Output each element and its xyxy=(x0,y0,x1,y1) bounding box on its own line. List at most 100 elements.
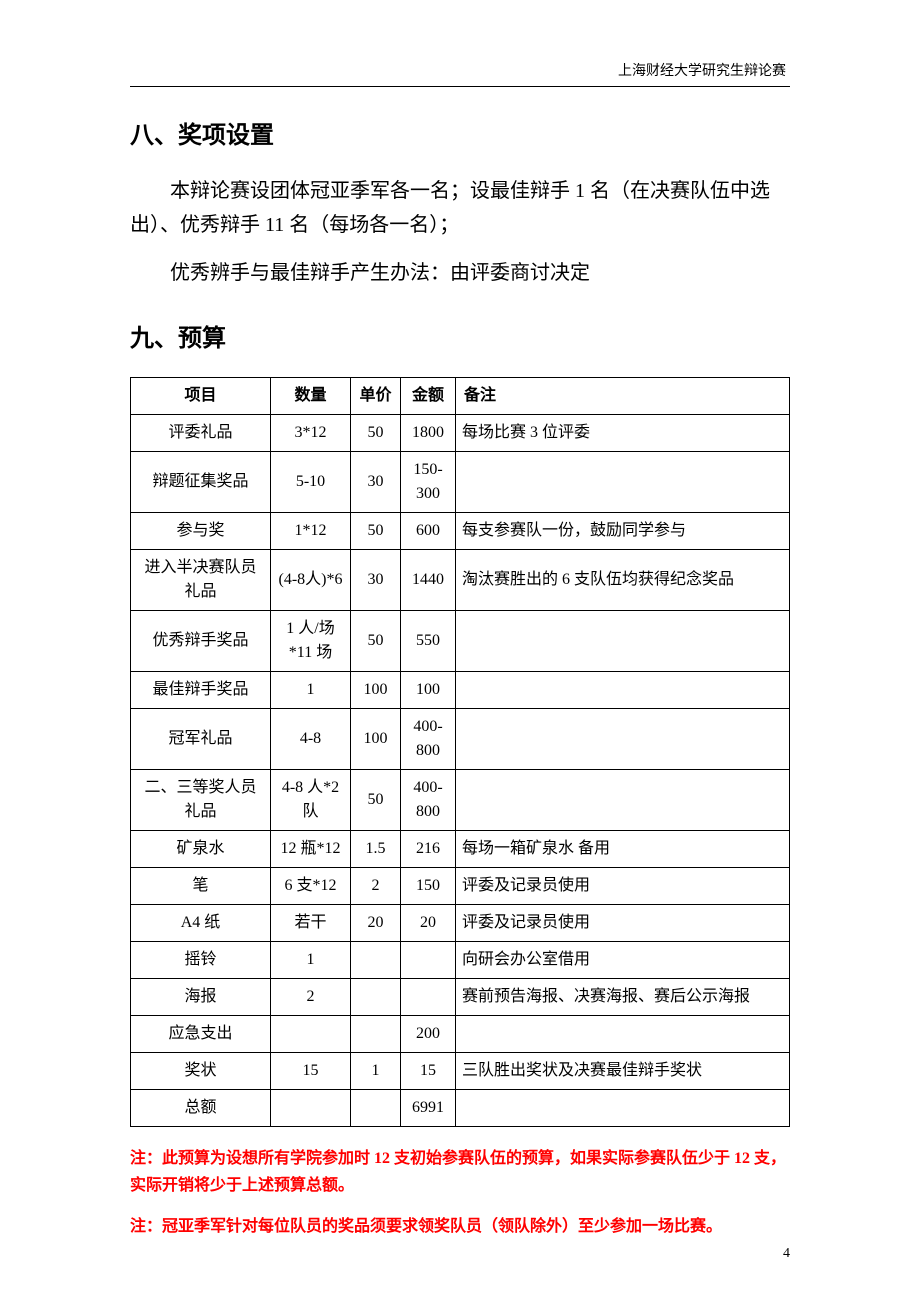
table-cell xyxy=(456,1090,790,1127)
table-row: 最佳辩手奖品1100100 xyxy=(131,672,790,709)
table-cell: 4-8 xyxy=(271,709,351,770)
table-cell: 200 xyxy=(401,1016,456,1053)
table-cell xyxy=(456,1016,790,1053)
table-row: 应急支出 200 xyxy=(131,1016,790,1053)
table-cell: 4-8 人*2队 xyxy=(271,770,351,831)
table-cell: 400-800 xyxy=(401,770,456,831)
table-row: 摇铃1 向研会办公室借用 xyxy=(131,942,790,979)
table-cell xyxy=(401,979,456,1016)
table-cell: 30 xyxy=(351,550,401,611)
table-cell: 3*12 xyxy=(271,415,351,452)
table-cell: 矿泉水 xyxy=(131,831,271,868)
table-cell: 100 xyxy=(351,709,401,770)
table-cell: 评委及记录员使用 xyxy=(456,868,790,905)
table-cell: 15 xyxy=(401,1053,456,1090)
table-cell: 1 xyxy=(351,1053,401,1090)
table-cell: 若干 xyxy=(271,905,351,942)
table-cell: 2 xyxy=(271,979,351,1016)
table-cell xyxy=(456,452,790,513)
table-row: 矿泉水12 瓶*121.5216每场一箱矿泉水 备用 xyxy=(131,831,790,868)
table-row: 奖状15115三队胜出奖状及决赛最佳辩手奖状 xyxy=(131,1053,790,1090)
table-row: 海报2 赛前预告海报、决赛海报、赛后公示海报 xyxy=(131,979,790,1016)
page-number: 4 xyxy=(783,1246,790,1262)
table-cell xyxy=(456,672,790,709)
table-row: 参与奖1*1250600每支参赛队一份，鼓励同学参与 xyxy=(131,513,790,550)
table-row: A4 纸若干2020评委及记录员使用 xyxy=(131,905,790,942)
table-cell: 600 xyxy=(401,513,456,550)
table-cell: 冠军礼品 xyxy=(131,709,271,770)
table-cell: 海报 xyxy=(131,979,271,1016)
table-cell xyxy=(401,942,456,979)
col-header-qty: 数量 xyxy=(271,378,351,415)
table-cell: 最佳辩手奖品 xyxy=(131,672,271,709)
table-cell: 6 支*12 xyxy=(271,868,351,905)
table-cell: 6991 xyxy=(401,1090,456,1127)
table-cell: 淘汰赛胜出的 6 支队伍均获得纪念奖品 xyxy=(456,550,790,611)
table-cell: 30 xyxy=(351,452,401,513)
col-header-amount: 金额 xyxy=(401,378,456,415)
table-cell xyxy=(456,709,790,770)
table-cell xyxy=(456,770,790,831)
table-row: 评委礼品3*12501800每场比赛 3 位评委 xyxy=(131,415,790,452)
table-row: 冠军礼品4-8100400-800 xyxy=(131,709,790,770)
table-cell: 20 xyxy=(351,905,401,942)
table-row: 进入半决赛队员礼品(4-8人)*6301440淘汰赛胜出的 6 支队伍均获得纪念… xyxy=(131,550,790,611)
table-cell: 216 xyxy=(401,831,456,868)
table-cell: 50 xyxy=(351,611,401,672)
col-header-remark: 备注 xyxy=(456,378,790,415)
table-cell: 评委礼品 xyxy=(131,415,271,452)
table-cell: 100 xyxy=(351,672,401,709)
table-cell: 三队胜出奖状及决赛最佳辩手奖状 xyxy=(456,1053,790,1090)
table-cell: (4-8人)*6 xyxy=(271,550,351,611)
section-8-heading: 八、奖项设置 xyxy=(130,115,790,150)
table-row: 辩题征集奖品5-1030150-300 xyxy=(131,452,790,513)
table-row: 二、三等奖人员礼品4-8 人*2队50400-800 xyxy=(131,770,790,831)
table-cell: 摇铃 xyxy=(131,942,271,979)
table-row: 优秀辩手奖品1 人/场*11 场50550 xyxy=(131,611,790,672)
table-cell: 优秀辩手奖品 xyxy=(131,611,271,672)
table-cell: 1 xyxy=(271,942,351,979)
budget-table: 项目 数量 单价 金额 备注 评委礼品3*12501800每场比赛 3 位评委辩… xyxy=(130,377,790,1127)
table-cell xyxy=(351,979,401,1016)
table-cell: 辩题征集奖品 xyxy=(131,452,271,513)
table-cell: 向研会办公室借用 xyxy=(456,942,790,979)
table-cell: 赛前预告海报、决赛海报、赛后公示海报 xyxy=(456,979,790,1016)
table-cell: 奖状 xyxy=(131,1053,271,1090)
table-cell: 50 xyxy=(351,415,401,452)
col-header-price: 单价 xyxy=(351,378,401,415)
table-cell: A4 纸 xyxy=(131,905,271,942)
budget-note-2: 注：冠亚季军针对每位队员的奖品须要求领奖队员（领队除外）至少参加一场比赛。 xyxy=(130,1213,790,1240)
table-cell: 100 xyxy=(401,672,456,709)
table-cell xyxy=(456,611,790,672)
table-row: 总额 6991 xyxy=(131,1090,790,1127)
table-cell xyxy=(351,1090,401,1127)
table-header-row: 项目 数量 单价 金额 备注 xyxy=(131,378,790,415)
table-cell: 每支参赛队一份，鼓励同学参与 xyxy=(456,513,790,550)
table-cell: 评委及记录员使用 xyxy=(456,905,790,942)
table-cell: 笔 xyxy=(131,868,271,905)
header-divider xyxy=(130,86,790,87)
table-cell: 1*12 xyxy=(271,513,351,550)
table-cell: 1440 xyxy=(401,550,456,611)
table-cell: 1.5 xyxy=(351,831,401,868)
table-row: 笔6 支*122150评委及记录员使用 xyxy=(131,868,790,905)
table-cell xyxy=(271,1016,351,1053)
table-cell: 2 xyxy=(351,868,401,905)
table-cell: 二、三等奖人员礼品 xyxy=(131,770,271,831)
table-cell: 每场比赛 3 位评委 xyxy=(456,415,790,452)
table-cell: 1 人/场*11 场 xyxy=(271,611,351,672)
table-cell xyxy=(351,1016,401,1053)
table-cell: 应急支出 xyxy=(131,1016,271,1053)
table-cell: 5-10 xyxy=(271,452,351,513)
table-cell: 50 xyxy=(351,513,401,550)
section-8-para-2: 优秀辨手与最佳辩手产生办法：由评委商讨决定 xyxy=(130,256,790,290)
table-cell: 总额 xyxy=(131,1090,271,1127)
table-cell: 550 xyxy=(401,611,456,672)
table-cell: 每场一箱矿泉水 备用 xyxy=(456,831,790,868)
table-cell: 150 xyxy=(401,868,456,905)
section-8-para-1: 本辩论赛设团体冠亚季军各一名；设最佳辩手 1 名（在决赛队伍中选出）、优秀辩手 … xyxy=(130,174,790,242)
table-cell xyxy=(351,942,401,979)
table-cell: 50 xyxy=(351,770,401,831)
table-cell: 20 xyxy=(401,905,456,942)
table-cell: 150-300 xyxy=(401,452,456,513)
